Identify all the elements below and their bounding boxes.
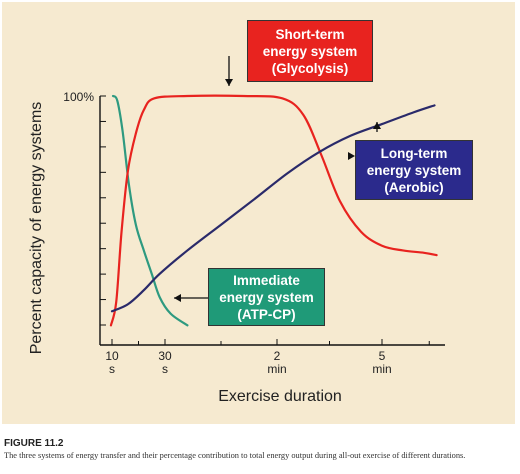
figure-caption-title: FIGURE 11.2 <box>4 438 64 449</box>
line-immediate-atp-cp <box>111 94 189 327</box>
callout-immediate-line3: (ATP-CP) <box>237 306 296 322</box>
callout-short-term: Short-term energy system (Glycolysis) <box>247 20 373 82</box>
x-tick-label: 5 <box>379 349 386 363</box>
y-tick-label: 100% <box>63 90 94 104</box>
callout-immediate-line1: Immediate <box>233 272 300 288</box>
callout-short-term-line2: energy system <box>262 43 358 59</box>
arrow-long-term-head <box>373 122 381 129</box>
callout-long-term-line3: (Aerobic) <box>384 179 444 195</box>
x-tick-unit-label: min <box>372 362 391 376</box>
callout-immediate: Immediate energy system (ATP-CP) <box>208 268 325 326</box>
callout-immediate-line2: energy system <box>219 289 314 305</box>
x-tick-unit-label: min <box>267 362 286 376</box>
callout-short-term-line3: (Glycolysis) <box>271 60 349 76</box>
chart-arrows <box>174 56 381 302</box>
x-tick-unit-label: s <box>162 362 168 376</box>
figure-caption-text: The three systems of energy transfer and… <box>4 451 466 460</box>
arrow-long-term-stub-head <box>348 152 355 160</box>
callout-short-term-line1: Short-term <box>275 26 345 42</box>
x-tick-label: 2 <box>274 349 281 363</box>
callout-long-term-line1: Long-term <box>380 145 448 161</box>
x-tick-label: 10 <box>105 349 119 363</box>
x-tick-unit-label: s <box>109 362 115 376</box>
callout-long-term: Long-term energy system (Aerobic) <box>355 140 473 200</box>
line-long-term-aerobic <box>110 104 436 313</box>
callout-long-term-line2: energy system <box>366 162 462 178</box>
x-tick-label: 30 <box>158 349 172 363</box>
arrow-immediate-head <box>174 294 181 302</box>
arrow-short-term-head <box>225 79 233 86</box>
chart-lines <box>109 94 438 327</box>
line-short-term-glycolysis <box>109 94 438 327</box>
x-axis-label: Exercise duration <box>218 388 342 405</box>
